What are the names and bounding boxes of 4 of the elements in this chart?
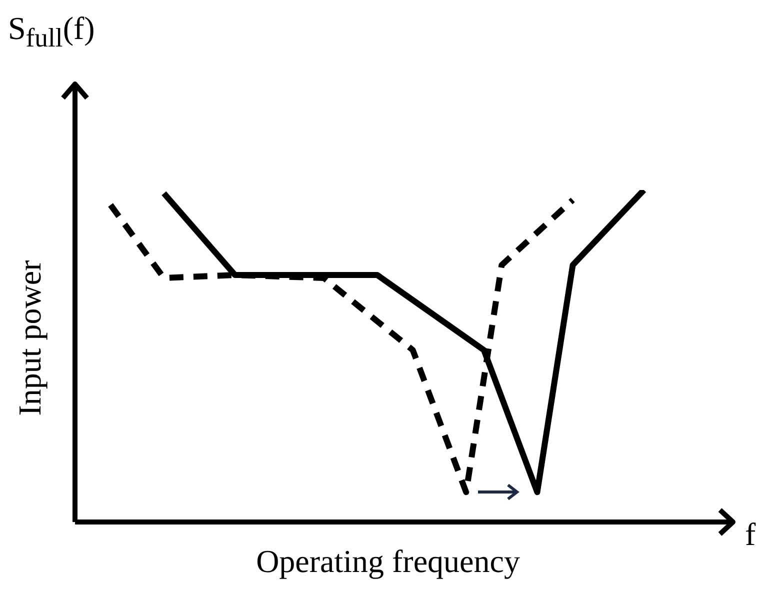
y-axis-title: Input power <box>12 260 48 416</box>
x-axis-title: Operating frequency <box>256 543 520 579</box>
text: S$_{full}$(f) <box>8 10 95 54</box>
text: f <box>745 516 756 553</box>
